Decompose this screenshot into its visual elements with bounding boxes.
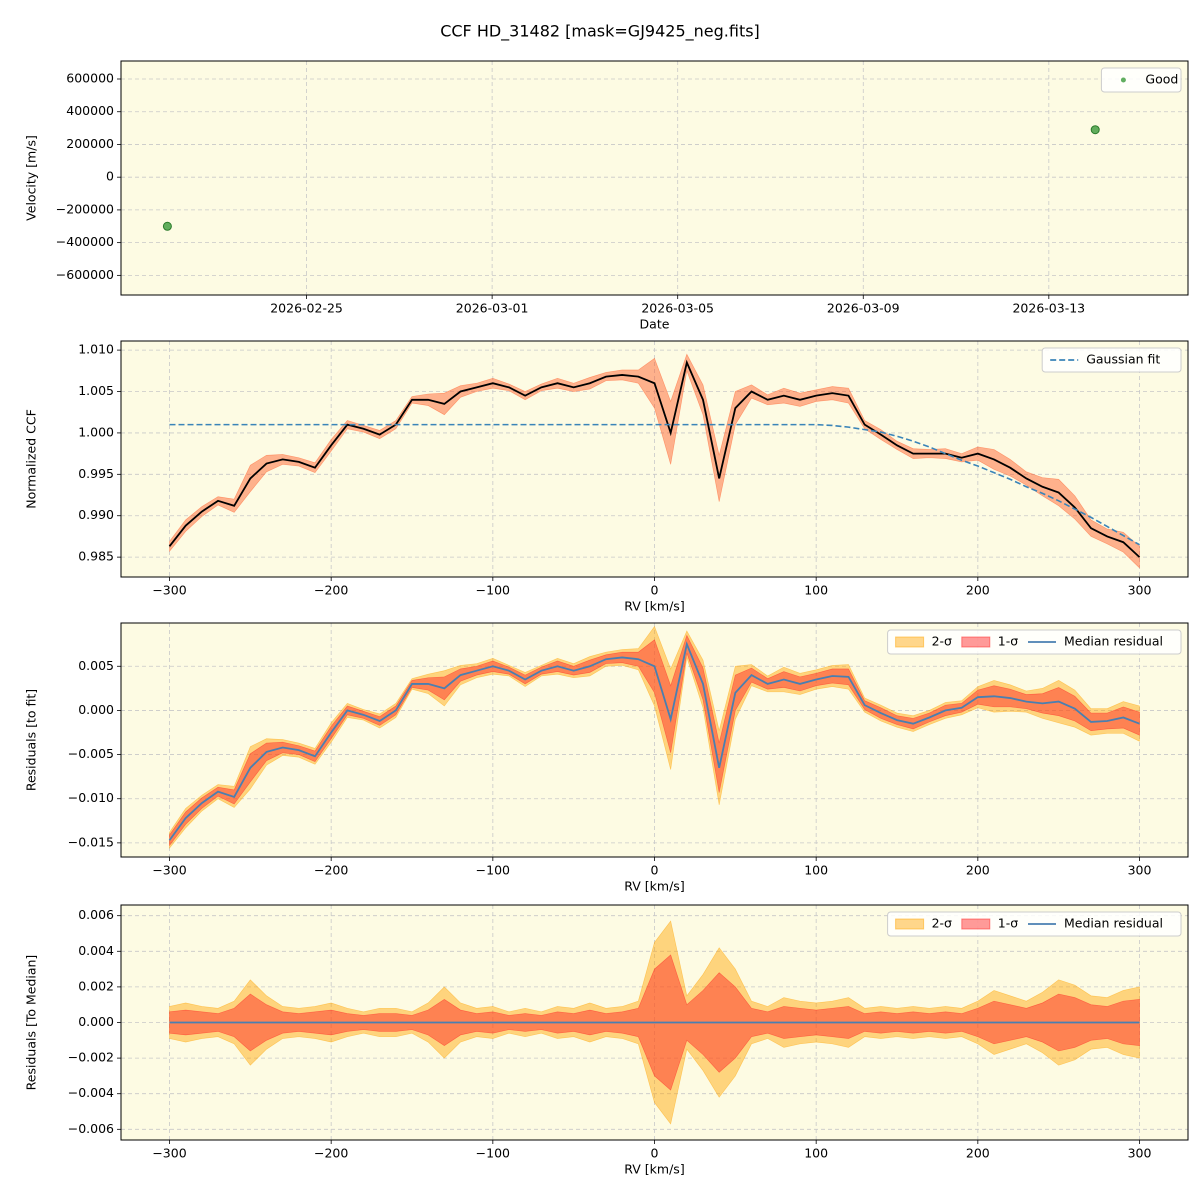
x-tick-label: 2026-03-13 — [1012, 301, 1085, 316]
y-axis-label: Residuals [to fit] — [24, 689, 39, 791]
legend-label: Good — [1145, 72, 1178, 87]
legend-label: Median residual — [1064, 634, 1163, 649]
y-tick-label: −200000 — [56, 201, 114, 216]
x-tick-label: 100 — [804, 863, 828, 878]
y-tick-label: −0.010 — [68, 790, 114, 805]
x-tick-label: 2026-03-05 — [641, 301, 714, 316]
x-tick-label: −300 — [152, 1146, 186, 1161]
y-tick-label: 0.990 — [78, 507, 114, 522]
x-tick-label: 2026-02-25 — [270, 301, 343, 316]
y-axis-label: Residuals [To Median] — [24, 955, 39, 1091]
data-line — [169, 423, 1140, 546]
legend-box — [1100, 67, 1182, 93]
y-tick-label: 1.000 — [78, 424, 114, 439]
y-tick-label: −0.015 — [68, 834, 114, 849]
plot-frame — [120, 904, 1189, 1141]
y-tick-label: 200000 — [66, 136, 114, 151]
legend-label: 1-σ — [998, 634, 1018, 649]
data-line — [168, 359, 1141, 558]
y-tick-label: −0.002 — [68, 1050, 114, 1065]
x-axis-label: RV [km/s] — [624, 599, 684, 614]
x-tick-label: 200 — [966, 583, 990, 598]
legend-swatch — [895, 636, 925, 648]
x-tick-label: −300 — [152, 863, 186, 878]
data-line — [168, 641, 1140, 841]
y-tick-label: −0.006 — [68, 1121, 114, 1136]
x-tick-label: 100 — [804, 583, 828, 598]
y-axis-label: Velocity [m/s] — [24, 135, 39, 221]
y-tick-label: 400000 — [66, 103, 114, 118]
y-tick-label: 0.005 — [78, 658, 114, 673]
legend-box — [1041, 347, 1182, 373]
y-tick-label: 0 — [106, 169, 114, 184]
x-tick-label: 100 — [804, 1146, 828, 1161]
y-tick-label: 0.000 — [78, 1014, 114, 1029]
y-tick-label: 0.985 — [78, 549, 114, 564]
x-tick-label: −300 — [152, 583, 186, 598]
point — [1090, 125, 1100, 135]
y-tick-label: −400000 — [56, 234, 114, 249]
x-tick-label: 2026-03-01 — [456, 301, 529, 316]
legend-label: 2-σ — [932, 916, 952, 931]
x-tick-label: 300 — [1128, 1146, 1152, 1161]
point — [162, 221, 172, 231]
y-axis-label: Normalized CCF — [24, 409, 39, 509]
y-tick-label: 0.002 — [78, 978, 114, 993]
legend-label: 1-σ — [998, 916, 1018, 931]
x-tick-label: 0 — [651, 863, 659, 878]
sigma-band — [169, 634, 1140, 847]
y-tick-label: −0.005 — [68, 746, 114, 761]
plot-frame — [120, 622, 1189, 858]
legend-swatch — [961, 918, 991, 930]
plot-frame — [120, 340, 1189, 578]
plot-background — [121, 61, 1188, 295]
y-tick-label: 600000 — [66, 71, 114, 86]
x-tick-label: −200 — [314, 863, 348, 878]
x-axis-label: Date — [640, 317, 670, 332]
legend-label: 2-σ — [932, 634, 952, 649]
x-axis-label: RV [km/s] — [624, 879, 684, 894]
x-tick-label: −100 — [476, 863, 510, 878]
x-tick-label: 0 — [651, 583, 659, 598]
figure-title: CCF HD_31482 [mask=GJ9425_neg.fits] — [440, 22, 760, 42]
x-tick-label: −200 — [314, 583, 348, 598]
legend-swatch — [895, 918, 925, 930]
x-tick-label: −200 — [314, 1146, 348, 1161]
x-tick-label: 200 — [966, 863, 990, 878]
y-tick-label: 0.004 — [78, 943, 114, 958]
x-tick-label: 0 — [651, 1146, 659, 1161]
legend-label: Gaussian fit — [1086, 352, 1160, 367]
y-tick-label: −0.004 — [68, 1085, 114, 1100]
y-tick-label: 0.006 — [78, 907, 114, 922]
x-tick-label: 2026-03-09 — [827, 301, 900, 316]
x-tick-label: 200 — [966, 1146, 990, 1161]
y-tick-label: −600000 — [56, 267, 114, 282]
y-tick-label: 0.000 — [78, 702, 114, 717]
x-tick-label: −100 — [476, 1146, 510, 1161]
y-tick-label: 0.995 — [78, 466, 114, 481]
legend-swatch — [961, 636, 991, 648]
sigma-band — [169, 353, 1140, 569]
x-tick-label: 300 — [1128, 583, 1152, 598]
x-axis-label: RV [km/s] — [624, 1162, 684, 1177]
sigma-band — [169, 625, 1140, 850]
y-tick-label: 1.005 — [78, 383, 114, 398]
legend-swatch — [1120, 77, 1126, 83]
y-tick-label: 1.010 — [78, 342, 114, 357]
x-tick-label: −100 — [476, 583, 510, 598]
x-tick-label: 300 — [1128, 863, 1152, 878]
plot-frame — [120, 60, 1189, 296]
legend-label: Median residual — [1064, 916, 1163, 931]
